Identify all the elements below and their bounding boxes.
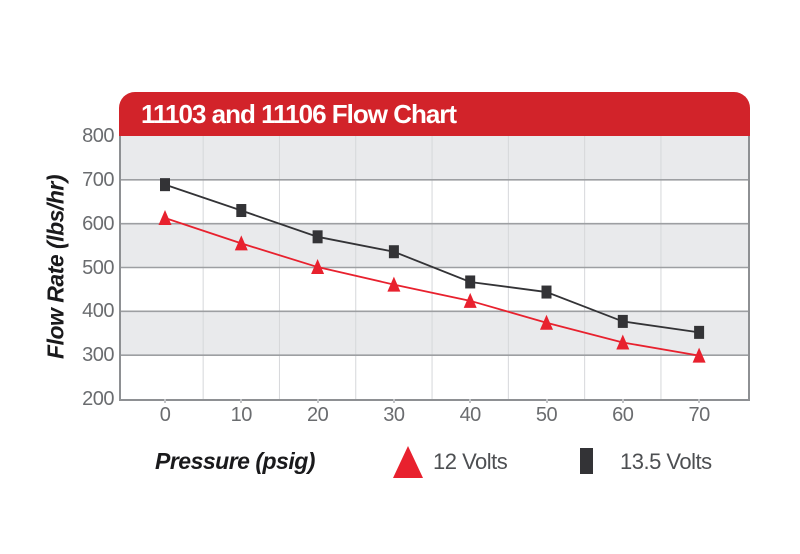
legend-label-12-volts: 12 Volts xyxy=(433,449,508,474)
band-600-500 xyxy=(121,223,748,268)
y-axis-title: Flow Rate (lbs/hr) xyxy=(42,175,69,359)
data-point-triangle-12-volts xyxy=(311,259,325,275)
chart-title: 11103 and 11106 Flow Chart xyxy=(141,98,457,129)
legend-triangle-icon xyxy=(393,446,423,478)
data-point-triangle-12-volts xyxy=(158,209,172,225)
x-tick-label-10: 10 xyxy=(216,399,266,427)
y-tick-label-700: 700 xyxy=(82,168,114,191)
band-400-300 xyxy=(121,311,748,356)
y-tick-label-200: 200 xyxy=(82,388,114,410)
plot-canvas xyxy=(121,136,748,399)
data-point-square-13-5-volts xyxy=(388,245,399,259)
data-point-square-13-5-volts xyxy=(617,314,628,328)
data-point-triangle-12-volts xyxy=(616,334,630,350)
x-tick-label-60: 60 xyxy=(598,399,648,427)
data-point-triangle-12-volts xyxy=(540,314,553,330)
x-tick-label-50: 50 xyxy=(522,399,572,427)
y-tick-label-400: 400 xyxy=(82,300,114,323)
x-tick-label-70: 70 xyxy=(674,399,724,427)
series-line-13-5-volts xyxy=(164,183,700,334)
data-point-triangle-12-volts xyxy=(387,276,401,292)
plot-area xyxy=(119,136,750,401)
data-point-square-13-5-volts xyxy=(541,285,552,299)
x-tick-label-0: 0 xyxy=(140,399,190,427)
x-tick-label-20: 20 xyxy=(293,399,343,427)
x-tick-label-30: 30 xyxy=(369,399,419,427)
data-point-square-13-5-volts xyxy=(312,230,323,244)
data-point-triangle-12-volts xyxy=(692,347,706,363)
y-tick-label-600: 600 xyxy=(82,212,114,235)
data-point-triangle-12-volts xyxy=(234,235,248,251)
legend-label-13-5-volts: 13.5 Volts xyxy=(620,449,712,474)
data-point-square-13-5-volts xyxy=(160,178,170,192)
y-tick-label-300: 300 xyxy=(82,344,114,367)
data-point-square-13-5-volts xyxy=(694,325,705,339)
band-800-700 xyxy=(121,136,748,180)
x-tick-label-40: 40 xyxy=(445,399,495,427)
legend-square-icon xyxy=(580,448,593,474)
data-point-square-13-5-volts xyxy=(236,204,247,218)
data-point-square-13-5-volts xyxy=(465,275,476,289)
y-tick-label-800: 800 xyxy=(82,125,114,147)
x-axis-title: Pressure (psig) xyxy=(155,448,315,474)
y-tick-label-500: 500 xyxy=(82,256,114,279)
chart-title-banner: 11103 and 11106 Flow Chart xyxy=(119,92,750,136)
series-line-12-volts xyxy=(164,217,700,357)
data-point-triangle-12-volts xyxy=(463,292,477,308)
